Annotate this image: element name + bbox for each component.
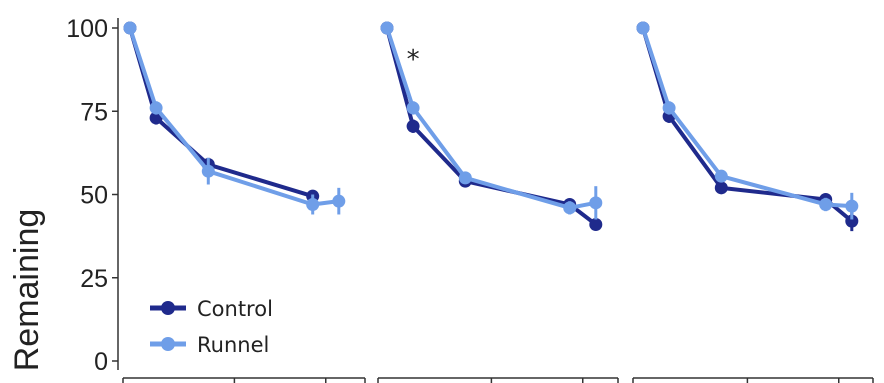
series-line-runnel	[641, 27, 852, 209]
y-axis-label: Remaining	[8, 209, 46, 372]
legend-runnel-marker	[161, 337, 175, 351]
data-point-runnel	[589, 196, 603, 210]
legend-control-marker	[161, 301, 175, 315]
data-point-control	[714, 181, 728, 195]
y-tick-label: 0	[94, 348, 108, 376]
data-point-control	[589, 217, 603, 231]
panel-2: *	[380, 21, 603, 231]
data-point-runnel	[380, 21, 394, 35]
series-line-runnel	[128, 27, 340, 207]
data-point-runnel	[332, 194, 346, 208]
data-point-runnel	[636, 21, 650, 35]
significance-annotation: *	[407, 45, 420, 75]
data-point-runnel	[201, 164, 215, 178]
data-point-runnel	[123, 21, 137, 35]
data-point-runnel	[662, 101, 676, 115]
data-point-runnel	[406, 101, 420, 115]
data-point-runnel	[845, 199, 859, 213]
series-line-control	[641, 27, 854, 223]
marks-layer: *	[123, 21, 859, 232]
panel-3	[636, 21, 859, 232]
y-tick-label: 25	[80, 265, 108, 293]
data-point-runnel	[306, 197, 320, 211]
legend-control-label: Control	[197, 297, 273, 321]
data-point-runnel	[149, 101, 163, 115]
data-point-runnel	[714, 169, 728, 183]
panel-1	[123, 21, 346, 215]
y-tick-label: 75	[80, 98, 108, 126]
data-point-runnel	[819, 197, 833, 211]
data-point-runnel	[458, 171, 472, 185]
legend-runnel-label: Runnel	[197, 333, 269, 357]
data-point-control	[845, 214, 859, 228]
y-tick-label: 50	[80, 182, 108, 210]
data-point-control	[406, 119, 420, 133]
y-tick-label: 100	[66, 15, 108, 43]
data-point-runnel	[563, 201, 577, 215]
axes-layer: 0 25 50 75 100	[66, 15, 874, 383]
legend: Control Runnel	[150, 297, 273, 357]
